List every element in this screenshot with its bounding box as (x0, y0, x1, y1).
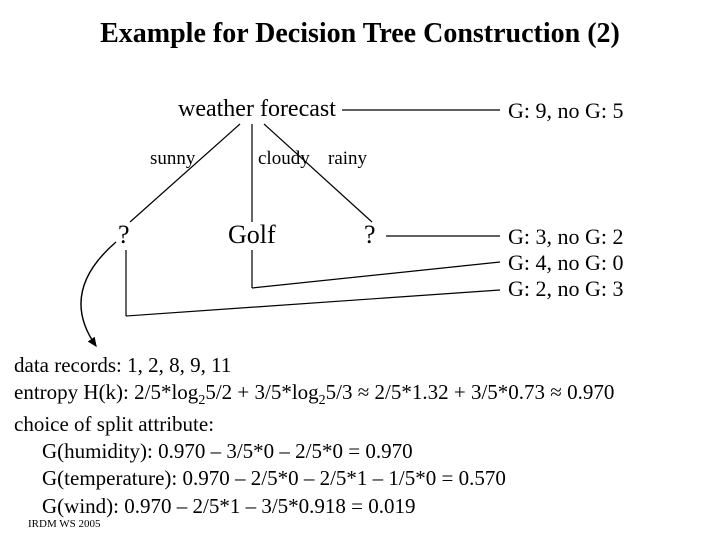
body-line-4: G(humidity): 0.970 – 3/5*0 – 2/5*0 = 0.9… (14, 438, 714, 465)
edge-label-right: rainy (328, 148, 367, 170)
body-line-3: choice of split attribute: (14, 411, 714, 438)
leaf-left: ? (118, 220, 130, 250)
body-line-6: G(wind): 0.970 – 2/5*1 – 3/5*0.918 = 0.0… (14, 493, 714, 520)
leaf-stats-2: G: 2, no G: 3 (508, 276, 624, 302)
leaf-stats-1: G: 4, no G: 0 (508, 250, 624, 276)
edge-label-mid: cloudy (258, 148, 310, 170)
slide-title: Example for Decision Tree Construction (… (0, 18, 720, 50)
body-l2a: entropy H(k): 2/5*log (14, 380, 198, 404)
root-stats: G: 9, no G: 5 (508, 98, 624, 124)
leaf-mid: Golf (228, 220, 276, 250)
edge-label-left: sunny (150, 148, 195, 170)
body-line-2: entropy H(k): 2/5*log25/2 + 3/5*log25/3 … (14, 379, 714, 410)
tree-root-label: weather forecast (178, 96, 336, 123)
body-line-5: G(temperature): 0.970 – 2/5*0 – 2/5*1 – … (14, 465, 714, 492)
sub-2b: 2 (319, 393, 326, 408)
footer-text: IRDM WS 2005 (28, 518, 101, 530)
body-l2c: 5/3 ≈ 2/5*1.32 + 3/5*0.73 ≈ 0.970 (326, 380, 615, 404)
body-l2b: 5/2 + 3/5*log (205, 380, 318, 404)
body-line-1: data records: 1, 2, 8, 9, 11 (14, 352, 714, 379)
leaf-right: ? (364, 220, 376, 250)
body-text: data records: 1, 2, 8, 9, 11 entropy H(k… (14, 352, 714, 520)
leaf-stats-0: G: 3, no G: 2 (508, 224, 624, 250)
